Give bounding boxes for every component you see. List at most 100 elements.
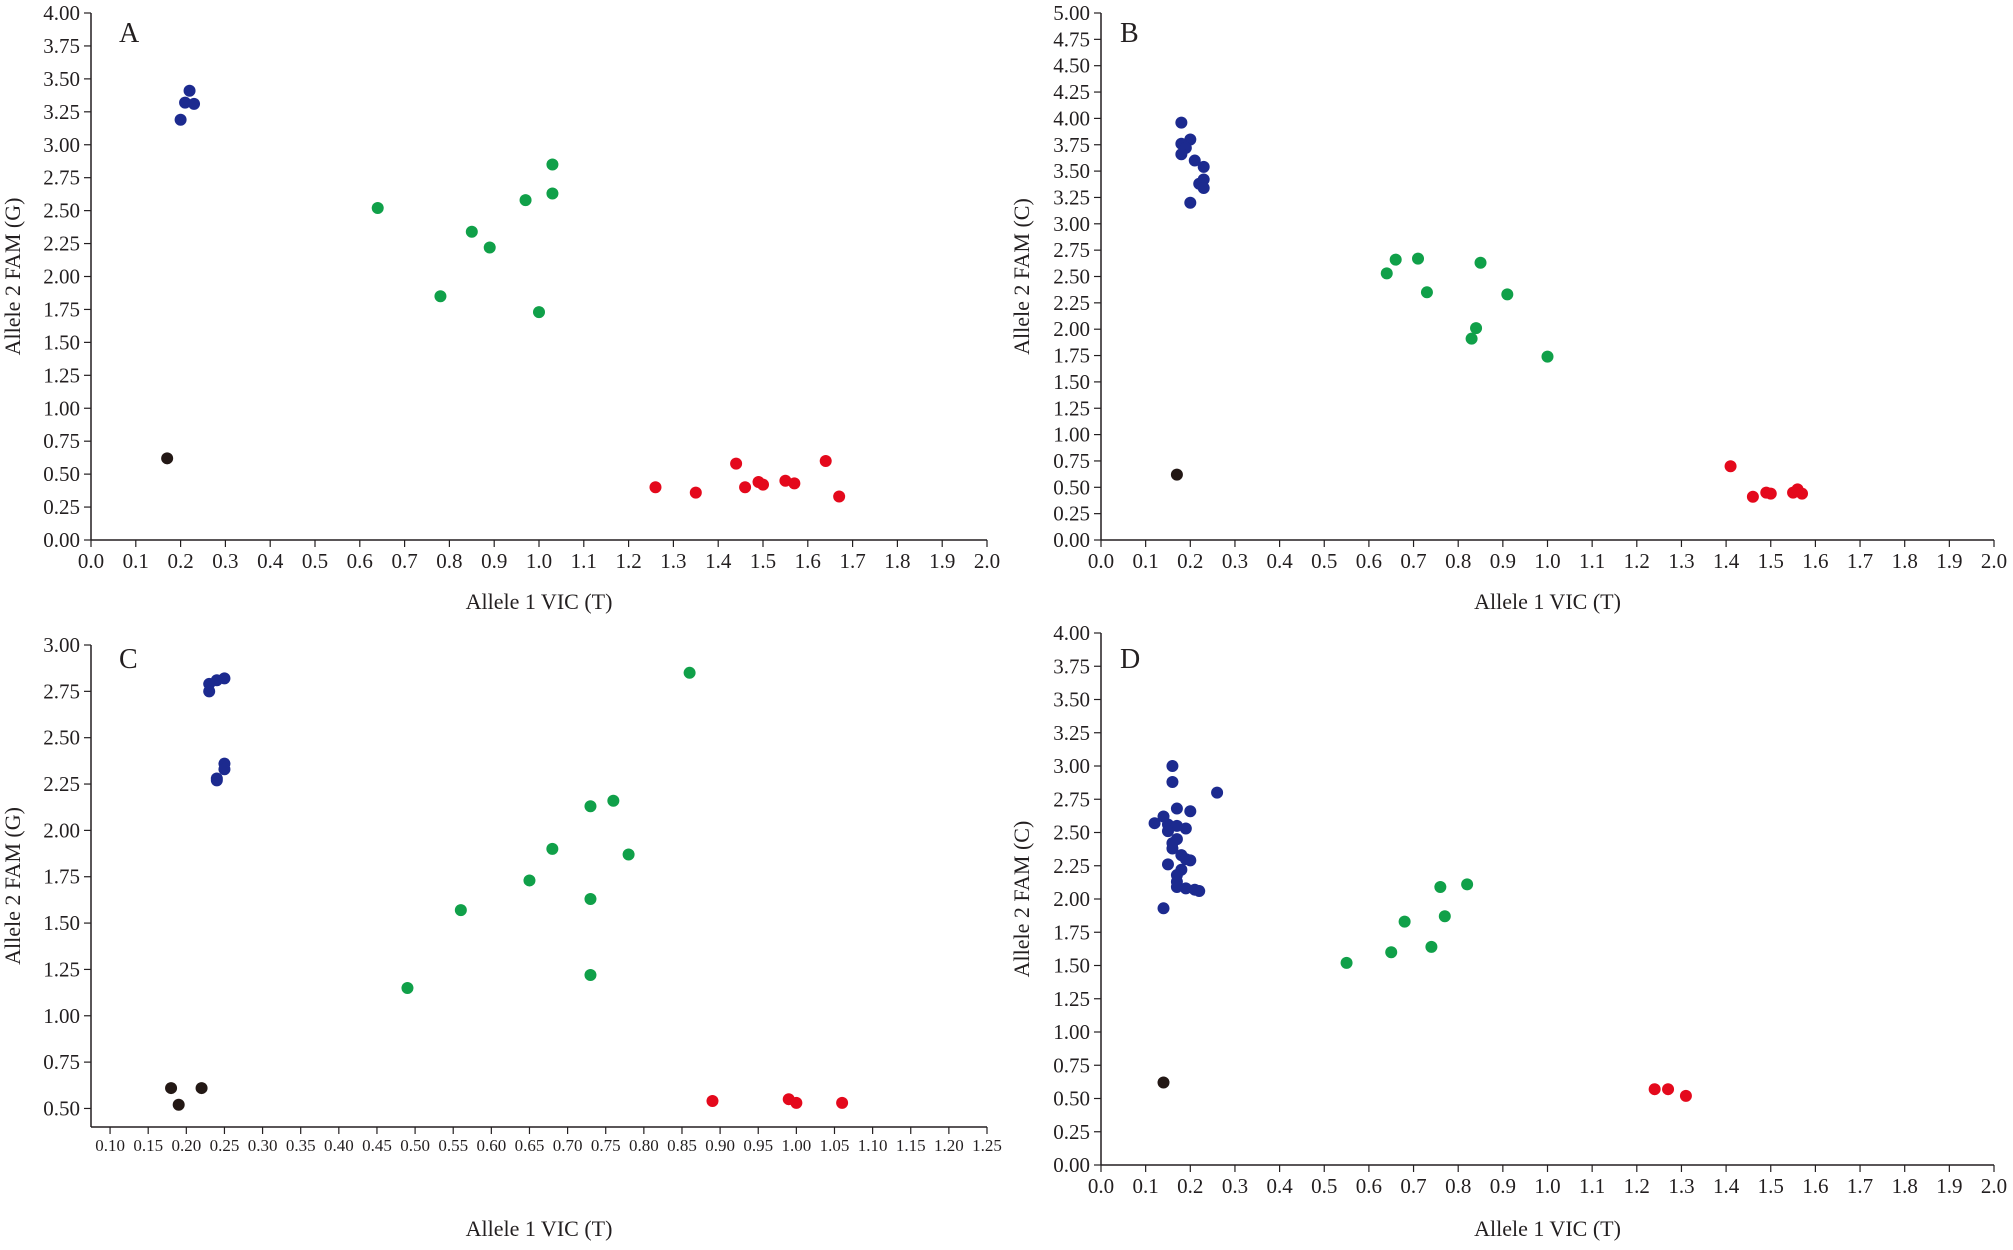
- y-tick-label: 0.25: [1053, 502, 1090, 526]
- x-tick-label: 0.85: [667, 1136, 697, 1155]
- y-axis-title: Allele 2 FAM (C): [1009, 821, 1034, 978]
- x-tick-label: 1.05: [820, 1136, 850, 1155]
- x-tick-label: 1.3: [1668, 1174, 1694, 1198]
- y-tick-label: 0.75: [1053, 449, 1090, 473]
- x-tick-label: 0.10: [95, 1136, 125, 1155]
- data-point-black: [1170, 468, 1183, 481]
- data-point-blue: [1197, 160, 1210, 173]
- data-point-red: [689, 486, 702, 499]
- x-tick-label: 1.4: [1713, 1174, 1740, 1198]
- x-tick-label: 0.2: [1177, 1174, 1203, 1198]
- data-point-green: [1465, 332, 1478, 345]
- y-tick-label: 1.50: [1053, 370, 1090, 394]
- data-point-green: [1385, 946, 1398, 959]
- y-tick-label: 3.00: [1053, 754, 1090, 778]
- x-tick-label: 0.6: [1356, 1174, 1382, 1198]
- data-point-blue: [183, 84, 196, 97]
- x-tick-label: 1.4: [1713, 549, 1740, 573]
- y-tick-label: 4.50: [1053, 54, 1090, 78]
- x-tick-label: 0.60: [476, 1136, 506, 1155]
- x-tick-label: 1.4: [705, 549, 732, 573]
- x-tick-label: 1.3: [1668, 549, 1694, 573]
- y-tick-label: 0.50: [43, 1096, 80, 1120]
- data-point-green: [465, 225, 478, 238]
- data-point-blue: [1170, 802, 1183, 815]
- data-point-green: [622, 848, 635, 861]
- data-point-blue: [1184, 854, 1197, 867]
- y-tick-label: 1.75: [1053, 920, 1090, 944]
- x-tick-label: 1.2: [1624, 1174, 1650, 1198]
- data-point-green: [1434, 881, 1447, 894]
- x-tick-label: 0.4: [1266, 549, 1293, 573]
- x-tick-label: 1.9: [929, 549, 955, 573]
- x-tick-label: 0.9: [481, 549, 507, 573]
- y-tick-label: 3.25: [43, 100, 80, 124]
- y-tick-label: 2.00: [1053, 887, 1090, 911]
- data-point-green: [1412, 252, 1425, 265]
- x-tick-label: 0.8: [436, 549, 462, 573]
- data-point-green: [1425, 940, 1438, 953]
- data-point-green: [584, 892, 597, 905]
- data-point-red: [706, 1095, 719, 1108]
- data-point-red: [836, 1096, 849, 1109]
- x-tick-label: 0.3: [212, 549, 238, 573]
- y-tick-label: 1.75: [43, 297, 80, 321]
- y-tick-label: 2.00: [43, 818, 80, 842]
- x-tick-label: 0.65: [515, 1136, 545, 1155]
- y-tick-label: 4.00: [1053, 106, 1090, 130]
- y-tick-label: 3.75: [1053, 133, 1090, 157]
- y-tick-label: 1.00: [1053, 1020, 1090, 1044]
- x-tick-label: 1.5: [1758, 1174, 1784, 1198]
- x-tick-label: 0.40: [324, 1136, 354, 1155]
- data-point-green: [1420, 286, 1433, 299]
- y-axis-title: Allele 2 FAM (G): [0, 198, 25, 356]
- y-tick-label: 0.00: [1053, 1153, 1090, 1177]
- data-point-blue: [210, 774, 223, 787]
- x-tick-label: 1.5: [1758, 549, 1784, 573]
- x-tick-label: 0.1: [123, 549, 149, 573]
- x-tick-label: 1.10: [858, 1136, 888, 1155]
- y-axis-title: Allele 2 FAM (G): [0, 807, 25, 965]
- x-tick-label: 0.0: [1088, 549, 1114, 573]
- data-point-blue: [1179, 882, 1192, 895]
- x-axis-title: Allele 1 VIC (T): [1474, 589, 1621, 614]
- chart-panel-c: 0.10 0.15 0.20 0.25 0.30 0.35 0.40 0.45 0.50 0.55…: [0, 633, 1002, 1241]
- x-axis-title: Allele 1 VIC (T): [1474, 1216, 1621, 1241]
- data-point-blue: [174, 113, 187, 126]
- y-tick-label: 2.00: [43, 265, 80, 289]
- data-point-red: [788, 477, 801, 490]
- y-tick-label: 3.50: [43, 67, 80, 91]
- x-tick-label: 1.7: [1847, 549, 1873, 573]
- data-point-red: [819, 454, 832, 467]
- data-point-blue: [1188, 154, 1201, 167]
- y-tick-label: 1.25: [1053, 987, 1090, 1011]
- data-point-green: [533, 306, 545, 319]
- y-tick-label: 2.50: [43, 199, 80, 223]
- data-point-black: [161, 452, 174, 465]
- x-tick-label: 1.8: [884, 549, 910, 573]
- y-tick-label: 1.00: [43, 396, 80, 420]
- panel-label: A: [119, 18, 140, 49]
- x-tick-label: 1.25: [972, 1136, 1002, 1155]
- data-point-red: [790, 1096, 803, 1109]
- x-axis-title: Allele 1 VIC (T): [466, 589, 613, 614]
- y-tick-label: 3.75: [1053, 654, 1090, 678]
- data-point-blue: [1157, 902, 1170, 915]
- x-tick-label: 0.0: [78, 549, 104, 573]
- x-tick-label: 0.9: [1490, 1174, 1516, 1198]
- x-tick-label: 2.0: [1981, 549, 2007, 573]
- data-point-blue: [1175, 116, 1188, 129]
- x-tick-label: 2.0: [974, 549, 1000, 573]
- y-tick-label: 2.25: [43, 232, 80, 256]
- data-point-green: [1438, 910, 1451, 923]
- y-tick-label: 2.75: [43, 679, 80, 703]
- data-point-green: [454, 904, 467, 917]
- x-tick-label: 1.0: [526, 549, 552, 573]
- x-tick-label: 1.00: [781, 1136, 811, 1155]
- data-point-red: [1796, 487, 1809, 500]
- data-point-black: [195, 1082, 208, 1095]
- x-tick-label: 2.0: [1981, 1174, 2007, 1198]
- data-point-green: [1398, 915, 1411, 928]
